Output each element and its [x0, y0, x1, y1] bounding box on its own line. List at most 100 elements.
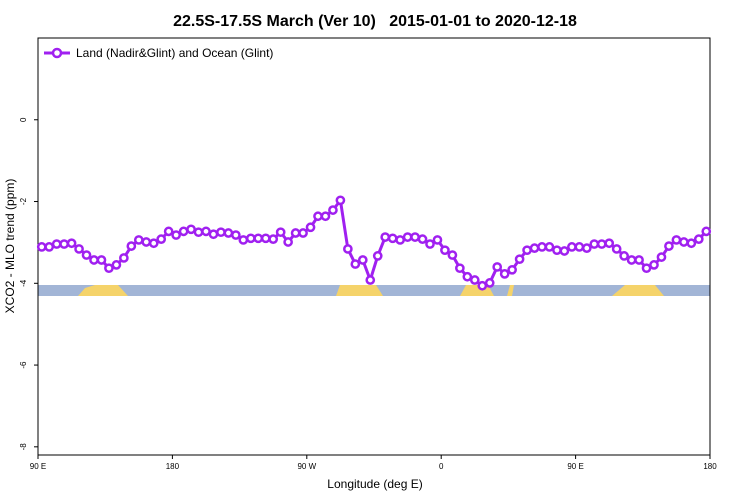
data-point — [81, 250, 92, 260]
data-point — [178, 226, 189, 237]
data-point — [357, 255, 368, 265]
data-point — [634, 255, 644, 265]
data-point — [111, 260, 122, 270]
data-point — [253, 233, 264, 244]
data-point — [641, 263, 652, 274]
data-point — [89, 255, 99, 265]
data-point — [126, 241, 137, 251]
data-point — [611, 244, 622, 254]
data-point — [671, 235, 682, 245]
data-point — [537, 242, 547, 252]
data-point — [372, 251, 383, 261]
data-point — [51, 239, 62, 249]
data-point — [290, 228, 301, 238]
data-point — [328, 205, 338, 215]
data-point — [275, 227, 286, 238]
data-point — [245, 233, 256, 244]
data-point — [484, 278, 495, 288]
data-point — [59, 239, 69, 249]
data-point — [104, 263, 114, 274]
data-point — [589, 239, 600, 249]
data-point — [148, 238, 159, 249]
y-axis-label: XCO2 - MLO trend (ppm) — [3, 179, 17, 314]
data-point — [193, 227, 204, 238]
data-point — [567, 242, 577, 252]
data-point — [522, 245, 532, 256]
data-point — [36, 242, 47, 252]
data-point — [425, 239, 435, 249]
data-point — [649, 260, 659, 270]
data-point — [223, 228, 234, 238]
data-point — [238, 235, 249, 245]
data-point — [544, 242, 555, 252]
y-tick-label: -6 — [19, 361, 28, 369]
chart-title: 22.5S-17.5S March (Ver 10) 2015-01-01 to… — [173, 13, 577, 30]
data-point — [701, 226, 712, 237]
data-point — [417, 234, 428, 244]
data-point — [268, 234, 279, 244]
legend-marker — [51, 47, 63, 59]
data-point — [604, 238, 615, 249]
data-point — [626, 255, 637, 265]
data-point — [119, 253, 129, 263]
data-point — [298, 228, 308, 238]
data-point — [664, 241, 674, 251]
data-point — [432, 235, 443, 245]
x-tick-label: 90 E — [567, 462, 583, 471]
data-point — [283, 237, 293, 247]
data-point — [141, 237, 152, 247]
data-point — [313, 211, 323, 222]
data-point — [462, 271, 473, 282]
data-point — [410, 232, 420, 242]
data-point — [574, 242, 585, 252]
data-point — [469, 275, 480, 285]
y-tick-label: -8 — [19, 443, 28, 451]
data-point — [440, 245, 450, 256]
data-point — [507, 264, 517, 275]
data-point — [350, 259, 361, 269]
data-point — [492, 262, 503, 272]
data-point — [402, 232, 413, 242]
data-point — [305, 222, 316, 233]
data-point — [208, 229, 219, 240]
data-point — [686, 238, 697, 249]
data-point — [395, 235, 405, 245]
data-point — [343, 244, 353, 254]
data-point — [231, 230, 241, 240]
data-point — [74, 244, 84, 254]
x-axis-label: Longitude (deg E) — [327, 477, 422, 491]
data-point — [477, 280, 488, 291]
data-point — [380, 232, 391, 242]
y-tick-label: -4 — [19, 279, 28, 287]
data-point — [44, 242, 55, 252]
data-point — [156, 234, 167, 244]
data-point — [552, 245, 562, 256]
data-point — [656, 252, 667, 262]
data-point — [216, 227, 226, 238]
data-point — [387, 233, 398, 244]
x-tick-label: 0 — [439, 462, 444, 471]
x-tick-label: 90 W — [297, 462, 316, 471]
x-tick-label: 180 — [166, 462, 180, 471]
x-tick-label: 180 — [703, 462, 717, 471]
data-point — [529, 243, 540, 253]
data-point — [596, 239, 607, 249]
data-point — [171, 230, 181, 240]
data-point — [186, 224, 196, 235]
data-point — [320, 211, 331, 222]
data-point — [335, 195, 346, 206]
data-point — [455, 263, 465, 274]
data-point — [693, 234, 704, 244]
data-point — [679, 237, 689, 247]
land-ocean-strip — [38, 285, 710, 296]
data-point — [163, 226, 174, 237]
data-point — [66, 238, 77, 249]
data-point — [96, 255, 107, 265]
data-point — [619, 251, 629, 261]
legend-label: Land (Nadir&Glint) and Ocean (Glint) — [76, 46, 273, 60]
data-point — [581, 243, 592, 253]
data-point — [260, 233, 271, 244]
x-tick-label: 90 E — [30, 462, 46, 471]
data-point — [365, 275, 376, 285]
data-point — [559, 246, 570, 256]
